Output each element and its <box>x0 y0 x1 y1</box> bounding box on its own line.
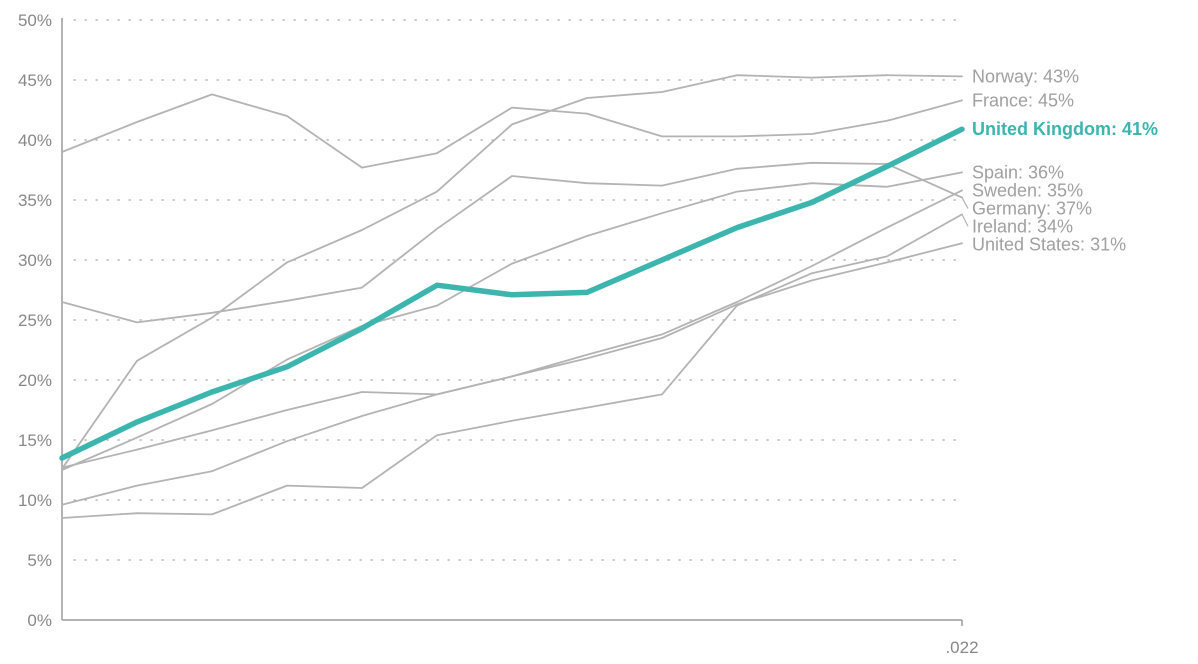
y-tick-label: 30% <box>18 251 52 270</box>
label-connector-germany <box>961 197 969 209</box>
y-tick-label: 0% <box>27 611 52 630</box>
series-line-united-kingdom <box>59 126 965 461</box>
series-label-united-kingdom: United Kingdom: 41% <box>972 119 1158 139</box>
series-label-ireland: Ireland: 34% <box>972 216 1073 236</box>
series-label-layer: Norway: 43% France: 45% United Kingdom: 41… <box>961 66 1158 254</box>
series-line-ireland <box>61 213 963 519</box>
series-line-germany <box>61 161 963 324</box>
series-label-sweden: Sweden: 35% <box>972 180 1083 200</box>
y-tick-label: 15% <box>18 431 52 450</box>
y-tick-label: 20% <box>18 371 52 390</box>
y-tick-label: 5% <box>27 551 52 570</box>
y-tick-label: 50% <box>18 11 52 30</box>
series-label-spain: Spain: 36% <box>972 162 1064 182</box>
y-tick-label: 40% <box>18 131 52 150</box>
series-layer <box>59 74 965 519</box>
label-connector-ireland <box>961 214 969 227</box>
grid-layer <box>73 19 963 561</box>
series-line-united-states <box>61 242 963 469</box>
series-line-spain <box>61 171 963 471</box>
series-label-france: France: 45% <box>972 90 1074 110</box>
y-tick-label: 35% <box>18 191 52 210</box>
y-tick-label: 25% <box>18 311 52 330</box>
series-line-sweden <box>61 189 963 506</box>
series-line-norway <box>61 74 963 470</box>
axis-layer: 0% 5% 10% 15% 20% 25% 30% 35% 40% 45% 50% .022 <box>18 11 979 657</box>
series-label-norway: Norway: 43% <box>972 66 1079 86</box>
y-tick-label: 10% <box>18 491 52 510</box>
series-label-united-states: United States: 31% <box>972 234 1126 254</box>
x-tick-label: .022 <box>945 638 978 657</box>
series-label-germany: Germany: 37% <box>972 198 1092 218</box>
series-line-france <box>61 93 963 169</box>
y-tick-label: 45% <box>18 71 52 90</box>
